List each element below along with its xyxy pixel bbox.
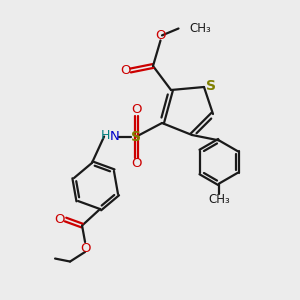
Text: O: O xyxy=(120,64,130,77)
Text: CH₃: CH₃ xyxy=(208,193,230,206)
Text: O: O xyxy=(54,213,65,226)
Text: S: S xyxy=(206,79,216,92)
Text: S: S xyxy=(131,130,142,144)
Text: O: O xyxy=(80,242,90,254)
Text: O: O xyxy=(131,103,142,116)
Text: CH₃: CH₃ xyxy=(189,22,211,35)
Text: H: H xyxy=(101,129,110,142)
Text: O: O xyxy=(131,157,142,170)
Text: N: N xyxy=(110,130,119,143)
Text: O: O xyxy=(155,29,166,42)
